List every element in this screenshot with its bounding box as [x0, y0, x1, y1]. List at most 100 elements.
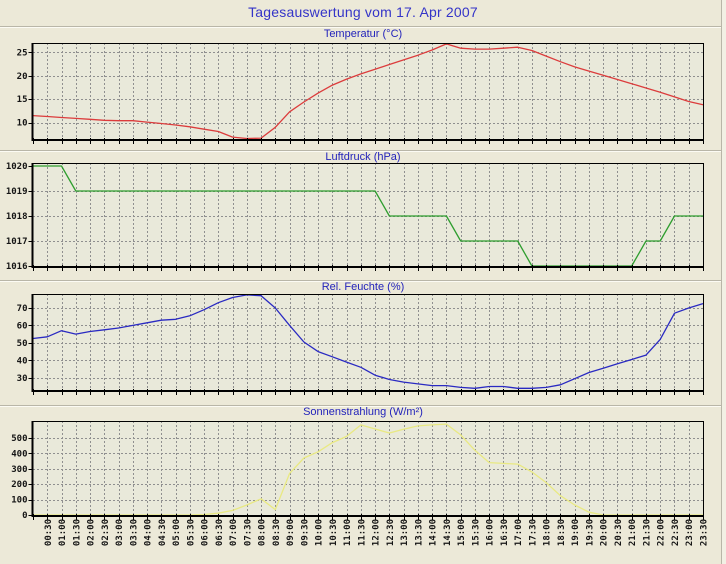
radiation-chart: 0 100 200 300 400 500	[11, 421, 704, 521]
y-tick-label: 20	[17, 72, 28, 82]
y-axis-labels: 30 40 50 60 70	[17, 304, 32, 384]
time-label: 13:30	[414, 519, 424, 546]
time-label: 02:30	[101, 519, 111, 546]
time-label: 15:00	[457, 519, 467, 546]
time-label: 03:00	[115, 519, 125, 546]
time-label: 13:00	[400, 519, 410, 546]
y-tick-label: 1019	[6, 187, 28, 197]
time-label: 14:30	[443, 519, 453, 546]
time-label: 05:30	[186, 519, 196, 546]
time-label: 20:30	[614, 519, 624, 546]
temperature-plot-area	[33, 43, 703, 139]
y-tick-label: 100	[11, 496, 27, 506]
plot-frame	[31, 294, 704, 392]
humidity-chart: 30 40 50 60 70	[17, 294, 704, 395]
x-axis-ticks	[33, 389, 704, 395]
y-tick-label: 60	[17, 321, 28, 331]
time-label: 16:00	[486, 519, 496, 546]
time-label: 15:30	[471, 519, 481, 546]
plot-frame	[31, 421, 704, 517]
y-tick-label: 50	[17, 339, 28, 349]
time-label: 03:30	[129, 519, 139, 546]
y-tick-label: 1020	[6, 162, 28, 172]
y-tick-label: 15	[17, 95, 28, 105]
time-label: 16:30	[500, 519, 510, 546]
separator-3	[0, 280, 726, 282]
x-axis-ticks	[33, 138, 704, 144]
y-axis-labels: 1016 1017 1018 1019 1020	[6, 162, 32, 272]
time-label: 11:00	[343, 519, 353, 546]
time-label: 10:00	[315, 519, 325, 546]
time-label: 19:00	[571, 519, 581, 546]
y-tick-label: 500	[11, 434, 27, 444]
time-label: 22:30	[671, 519, 681, 546]
y-tick-label: 400	[11, 449, 27, 459]
y-tick-label: 200	[11, 480, 27, 490]
y-tick-label: 1016	[6, 262, 28, 272]
window-right-edge	[721, 0, 726, 564]
time-label: 22:00	[657, 519, 667, 546]
y-tick-label: 0	[22, 511, 27, 521]
time-label: 12:00	[372, 519, 382, 546]
pressure-plot-area	[33, 163, 703, 266]
vertical-gridlines	[47, 163, 690, 266]
chart-title-pressure: Luftdruck (hPa)	[325, 151, 401, 163]
temperature-line	[32, 43, 704, 140]
time-label: 08:00	[258, 519, 268, 546]
time-label: 11:30	[357, 519, 367, 546]
y-tick-label: 30	[17, 374, 28, 384]
x-axis-ticks	[33, 514, 704, 520]
x-axis-ticks	[33, 265, 704, 271]
time-label: 04:00	[144, 519, 154, 546]
y-tick-label: 10	[17, 119, 28, 129]
separator-2	[0, 150, 726, 152]
temperature-chart: 10 15 20 25	[17, 43, 704, 144]
time-label: 06:00	[201, 519, 211, 546]
pressure-chart: 1016 1017 1018 1019 1020	[6, 162, 704, 272]
chart-title-temperature: Temperatur (°C)	[323, 28, 403, 40]
separator-4	[0, 405, 726, 407]
humidity-plot-area	[33, 294, 703, 390]
plot-frame	[31, 43, 704, 141]
y-tick-label: 300	[11, 465, 27, 475]
y-tick-label: 70	[17, 304, 28, 314]
time-label: 07:00	[229, 519, 239, 546]
time-label: 06:30	[215, 519, 225, 546]
y-tick-label: 40	[17, 356, 28, 366]
time-label: 12:30	[386, 519, 396, 546]
y-tick-label: 1018	[6, 212, 28, 222]
time-label: 19:30	[586, 519, 596, 546]
time-label: 07:30	[243, 519, 253, 546]
time-label: 05:00	[172, 519, 182, 546]
time-label: 18:30	[557, 519, 567, 546]
time-label: 17:00	[514, 519, 524, 546]
time-label: 21:30	[643, 519, 653, 546]
time-label: 14:00	[429, 519, 439, 546]
y-tick-label: 25	[17, 48, 28, 58]
humidity-line	[32, 294, 704, 389]
y-axis-labels: 10 15 20 25	[17, 48, 32, 129]
time-label: 18:00	[543, 519, 553, 546]
time-label: 09:00	[286, 519, 296, 546]
time-label: 04:30	[158, 519, 168, 546]
page-title: Tagesauswertung vom 17. Apr 2007	[248, 4, 478, 20]
time-label: 08:30	[272, 519, 282, 546]
chart-title-radiation: Sonnenstrahlung (W/m²)	[303, 406, 423, 418]
time-label: 20:00	[600, 519, 610, 546]
time-label: 01:30	[72, 519, 82, 546]
time-label: 21:00	[628, 519, 638, 546]
time-label: 23:00	[685, 519, 695, 546]
vertical-gridlines	[47, 294, 690, 390]
time-label: 17:30	[528, 519, 538, 546]
y-tick-label: 1017	[6, 237, 28, 247]
time-label: 01:00	[58, 519, 68, 546]
x-axis-time-labels: 00:30 01:00 01:30 02:00 02:30 03:00 03:30 04:00…	[44, 519, 710, 546]
y-axis-labels: 0 100 200 300 400 500	[11, 434, 32, 521]
time-label: 00:30	[44, 519, 54, 546]
separator-1	[0, 26, 726, 28]
plot-frame	[31, 163, 704, 268]
chart-title-humidity: Rel. Feuchte (%)	[321, 281, 405, 293]
time-label: 02:00	[87, 519, 97, 546]
